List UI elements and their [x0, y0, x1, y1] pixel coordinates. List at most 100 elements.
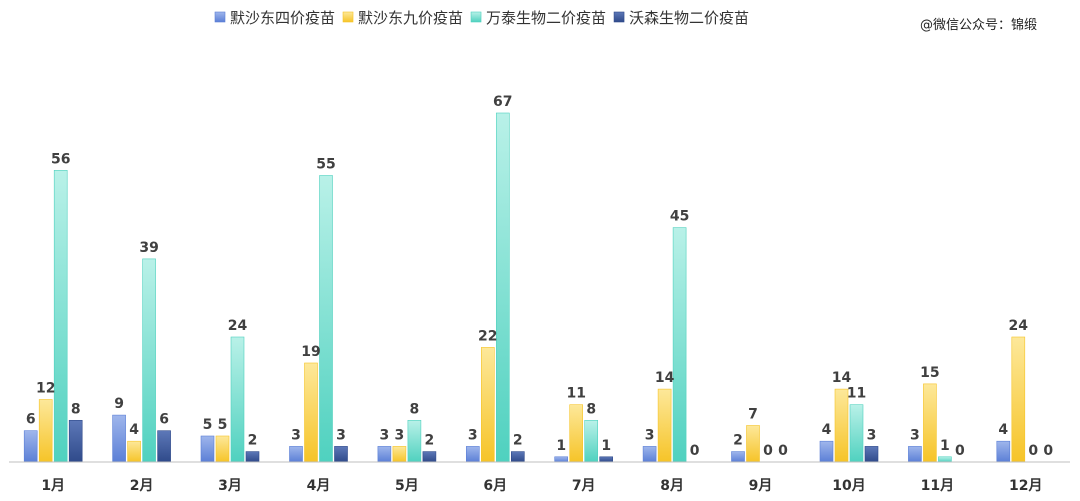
value-label-沃森生物二价疫苗-12月: 0 — [1043, 443, 1053, 459]
value-label-沃森生物二价疫苗-11月: 0 — [955, 443, 965, 459]
bar-默沙东九价疫苗-8月 — [657, 388, 672, 463]
value-label-默沙东九价疫苗-7月: 11 — [566, 386, 585, 402]
x-tick-label: 11月 — [921, 478, 954, 494]
bar-默沙东九价疫苗-4月 — [304, 362, 318, 463]
value-label-万泰生物二价疫苗-11月: 1 — [940, 438, 950, 454]
value-label-沃森生物二价疫苗-9月: 0 — [778, 443, 788, 459]
bar-默沙东九价疫苗-2月 — [127, 440, 141, 463]
x-tick-label: 10月 — [832, 478, 865, 494]
bar-默沙东四价疫苗-8月 — [642, 446, 657, 463]
bar-沃森生物二价疫苗-4月 — [334, 446, 348, 463]
legend-label-2: 万泰生物二价疫苗 — [486, 9, 606, 27]
value-label-万泰生物二价疫苗-5月: 8 — [410, 401, 420, 417]
value-label-默沙东九价疫苗-1月: 12 — [36, 381, 55, 397]
bar-默沙东四价疫苗-4月 — [289, 446, 303, 463]
bar-万泰生物二价疫苗-7月 — [584, 419, 599, 463]
value-label-默沙东四价疫苗-6月: 3 — [468, 427, 478, 443]
value-label-万泰生物二价疫苗-6月: 67 — [493, 94, 512, 110]
value-label-万泰生物二价疫苗-8月: 45 — [670, 209, 689, 225]
x-axis-tick-labels: 1月 2月 3月 4月 5月 6月 7月 8月 9月 10月 11月 12月 — [41, 478, 1042, 494]
value-label-万泰生物二价疫苗-3月: 24 — [228, 318, 248, 334]
legend: 默沙东四价疫苗 默沙东九价疫苗 万泰生物二价疫苗 沃森生物二价疫苗 — [214, 9, 749, 27]
bar-沃森生物二价疫苗-7月 — [599, 456, 614, 463]
value-label-沃森生物二价疫苗-10月: 3 — [867, 427, 877, 443]
value-label-万泰生物二价疫苗-9月: 0 — [763, 443, 773, 459]
bar-默沙东九价疫苗-3月 — [215, 435, 230, 463]
value-label-默沙东九价疫苗-11月: 15 — [920, 365, 939, 381]
value-label-默沙东四价疫苗-3月: 5 — [203, 417, 213, 433]
value-label-默沙东四价疫苗-10月: 4 — [822, 422, 832, 438]
bar-万泰生物二价疫苗-2月 — [142, 258, 156, 463]
value-label-默沙东九价疫苗-10月: 14 — [832, 370, 852, 386]
value-label-默沙东九价疫苗-4月: 19 — [301, 344, 320, 360]
legend-label-0: 默沙东四价疫苗 — [230, 9, 335, 27]
value-label-默沙东九价疫苗-5月: 3 — [395, 427, 405, 443]
bar-默沙东四价疫苗-1月 — [23, 430, 38, 463]
bar-万泰生物二价疫苗-11月 — [938, 456, 952, 463]
value-label-沃森生物二价疫苗-5月: 2 — [425, 433, 435, 449]
legend-swatch-2 — [470, 11, 482, 23]
x-tick-label: 8月 — [660, 478, 684, 494]
value-label-沃森生物二价疫苗-7月: 1 — [601, 438, 611, 454]
bar-万泰生物二价疫苗-4月 — [319, 175, 333, 463]
bar-沃森生物二价疫苗-2月 — [157, 430, 171, 463]
bar-万泰生物二价疫苗-1月 — [53, 170, 68, 463]
x-tick-label: 9月 — [749, 478, 773, 494]
bar-默沙东四价疫苗-12月 — [996, 440, 1011, 463]
bar-默沙东九价疫苗-9月 — [746, 425, 760, 463]
value-label-沃森生物二价疫苗-8月: 0 — [690, 443, 700, 459]
bar-默沙东四价疫苗-10月 — [819, 440, 834, 463]
x-tick-label: 5月 — [395, 478, 419, 494]
x-tick-label: 1月 — [41, 478, 65, 494]
value-label-默沙东四价疫苗-7月: 1 — [556, 438, 566, 454]
bar-默沙东四价疫苗-3月 — [200, 435, 215, 463]
value-label-万泰生物二价疫苗-12月: 0 — [1028, 443, 1038, 459]
bar-默沙东九价疫苗-5月 — [392, 446, 407, 463]
legend-label-1: 默沙东九价疫苗 — [358, 9, 463, 27]
value-label-默沙东四价疫苗-1月: 6 — [26, 412, 36, 428]
value-label-默沙东九价疫苗-8月: 14 — [655, 370, 675, 386]
value-label-默沙东九价疫苗-9月: 7 — [748, 407, 758, 423]
value-label-默沙东四价疫苗-5月: 3 — [380, 427, 390, 443]
bar-默沙东四价疫苗-7月 — [554, 456, 569, 463]
value-label-默沙东四价疫苗-11月: 3 — [910, 427, 920, 443]
bar-默沙东四价疫苗-11月 — [908, 446, 922, 463]
x-tick-label: 3月 — [218, 478, 242, 494]
value-label-沃森生物二价疫苗-2月: 6 — [159, 412, 169, 428]
value-label-沃森生物二价疫苗-6月: 2 — [513, 433, 523, 449]
bar-默沙东四价疫苗-2月 — [112, 414, 126, 463]
value-label-沃森生物二价疫苗-1月: 8 — [71, 401, 81, 417]
value-label-万泰生物二价疫苗-2月: 39 — [139, 240, 158, 256]
x-tick-label: 4月 — [307, 478, 331, 494]
value-label-默沙东九价疫苗-2月: 4 — [129, 422, 139, 438]
value-label-默沙东四价疫苗-2月: 9 — [114, 396, 124, 412]
value-label-万泰生物二价疫苗-4月: 55 — [316, 157, 335, 173]
bar-万泰生物二价疫苗-5月 — [407, 419, 422, 463]
bar-沃森生物二价疫苗-5月 — [422, 451, 437, 463]
value-label-沃森生物二价疫苗-4月: 3 — [336, 427, 346, 443]
bar-默沙东九价疫苗-7月 — [569, 404, 584, 463]
bar-默沙东四价疫苗-6月 — [465, 446, 480, 463]
bar-默沙东四价疫苗-5月 — [377, 446, 392, 463]
bar-默沙东四价疫苗-9月 — [731, 451, 745, 463]
bars-layer — [23, 112, 1026, 463]
bar-万泰生物二价疫苗-10月 — [849, 404, 864, 463]
value-label-默沙东四价疫苗-9月: 2 — [733, 433, 743, 449]
value-label-万泰生物二价疫苗-10月: 11 — [847, 386, 866, 402]
x-tick-label: 2月 — [130, 478, 154, 494]
watermark-text: @微信公众号：锦缎 — [920, 17, 1037, 33]
bar-万泰生物二价疫苗-6月 — [495, 112, 510, 463]
value-label-默沙东九价疫苗-12月: 24 — [1009, 318, 1029, 334]
bar-沃森生物二价疫苗-6月 — [510, 451, 525, 463]
value-label-默沙东四价疫苗-4月: 3 — [291, 427, 301, 443]
x-tick-label: 12月 — [1009, 478, 1042, 494]
value-label-沃森生物二价疫苗-3月: 2 — [248, 433, 258, 449]
legend-swatch-1 — [342, 11, 354, 23]
value-label-默沙东四价疫苗-12月: 4 — [998, 422, 1008, 438]
bar-沃森生物二价疫苗-10月 — [864, 446, 879, 463]
x-tick-label: 7月 — [572, 478, 596, 494]
legend-label-3: 沃森生物二价疫苗 — [629, 9, 749, 27]
value-label-默沙东九价疫苗-3月: 5 — [218, 417, 228, 433]
